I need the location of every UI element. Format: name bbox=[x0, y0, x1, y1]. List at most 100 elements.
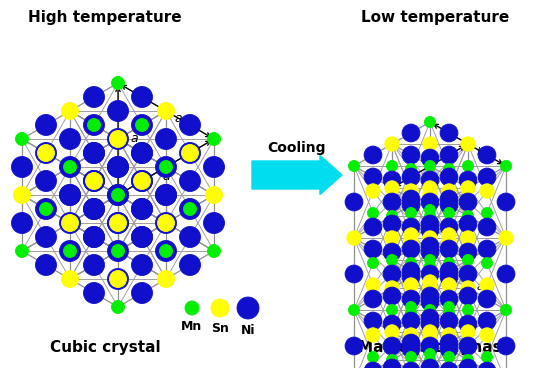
Circle shape bbox=[345, 337, 363, 355]
Circle shape bbox=[84, 283, 104, 304]
Circle shape bbox=[237, 297, 259, 319]
Circle shape bbox=[402, 168, 420, 186]
Circle shape bbox=[109, 103, 126, 120]
Text: Mn: Mn bbox=[182, 320, 202, 333]
Text: $a$: $a$ bbox=[174, 113, 183, 125]
Circle shape bbox=[131, 283, 152, 304]
Circle shape bbox=[421, 221, 439, 239]
Circle shape bbox=[364, 362, 382, 368]
Circle shape bbox=[480, 328, 494, 342]
Circle shape bbox=[442, 184, 456, 198]
Circle shape bbox=[84, 170, 104, 191]
Circle shape bbox=[383, 243, 401, 261]
Circle shape bbox=[84, 226, 104, 248]
Circle shape bbox=[425, 255, 436, 266]
Circle shape bbox=[15, 244, 29, 258]
Circle shape bbox=[478, 218, 496, 236]
Circle shape bbox=[442, 234, 456, 248]
Circle shape bbox=[346, 231, 361, 245]
Circle shape bbox=[402, 262, 420, 280]
Circle shape bbox=[443, 208, 454, 219]
Circle shape bbox=[156, 184, 177, 205]
Circle shape bbox=[440, 218, 458, 236]
Text: Cubic crystal: Cubic crystal bbox=[50, 340, 160, 355]
Circle shape bbox=[405, 208, 416, 219]
Circle shape bbox=[85, 145, 102, 162]
Circle shape bbox=[131, 226, 152, 248]
Circle shape bbox=[109, 215, 126, 231]
Circle shape bbox=[367, 351, 378, 362]
Text: High temperature: High temperature bbox=[28, 10, 182, 25]
Circle shape bbox=[107, 269, 129, 290]
Circle shape bbox=[131, 114, 152, 135]
Circle shape bbox=[443, 301, 454, 312]
Circle shape bbox=[62, 187, 79, 204]
Circle shape bbox=[157, 187, 174, 204]
Circle shape bbox=[345, 265, 363, 283]
Circle shape bbox=[157, 103, 174, 120]
Circle shape bbox=[14, 187, 30, 204]
Circle shape bbox=[423, 187, 437, 201]
Circle shape bbox=[385, 281, 399, 295]
Circle shape bbox=[440, 240, 458, 258]
Circle shape bbox=[443, 351, 454, 362]
Circle shape bbox=[15, 132, 29, 145]
Circle shape bbox=[84, 226, 104, 248]
Circle shape bbox=[179, 198, 201, 219]
Circle shape bbox=[112, 160, 124, 173]
Circle shape bbox=[109, 159, 126, 176]
Circle shape bbox=[387, 255, 398, 266]
Circle shape bbox=[385, 325, 399, 339]
Circle shape bbox=[364, 312, 382, 330]
Circle shape bbox=[442, 328, 456, 342]
Text: $a$: $a$ bbox=[130, 132, 139, 145]
Circle shape bbox=[160, 132, 173, 145]
Circle shape bbox=[156, 128, 177, 149]
Circle shape bbox=[366, 328, 380, 342]
Circle shape bbox=[404, 234, 418, 248]
Circle shape bbox=[62, 159, 79, 176]
Circle shape bbox=[367, 258, 378, 269]
Circle shape bbox=[364, 218, 382, 236]
Circle shape bbox=[423, 331, 437, 345]
Circle shape bbox=[421, 243, 439, 261]
Circle shape bbox=[402, 334, 420, 352]
Circle shape bbox=[131, 198, 152, 219]
Circle shape bbox=[459, 265, 477, 283]
Circle shape bbox=[421, 193, 439, 211]
FancyArrow shape bbox=[252, 155, 342, 195]
Circle shape bbox=[84, 114, 104, 135]
Circle shape bbox=[179, 226, 201, 248]
Circle shape bbox=[459, 287, 477, 305]
Circle shape bbox=[440, 196, 458, 214]
Circle shape bbox=[423, 137, 437, 151]
Circle shape bbox=[402, 124, 420, 142]
Circle shape bbox=[204, 212, 224, 234]
Circle shape bbox=[425, 348, 436, 360]
Circle shape bbox=[37, 145, 54, 162]
Circle shape bbox=[383, 193, 401, 211]
Circle shape bbox=[184, 174, 196, 188]
Circle shape bbox=[440, 334, 458, 352]
Circle shape bbox=[478, 312, 496, 330]
Circle shape bbox=[383, 171, 401, 189]
Circle shape bbox=[404, 328, 418, 342]
Circle shape bbox=[112, 216, 124, 230]
Circle shape bbox=[134, 173, 151, 190]
Circle shape bbox=[107, 100, 129, 121]
Circle shape bbox=[440, 168, 458, 186]
Circle shape bbox=[157, 159, 174, 176]
Text: $a$: $a$ bbox=[162, 170, 170, 184]
Circle shape bbox=[404, 278, 418, 292]
Circle shape bbox=[463, 255, 474, 266]
Circle shape bbox=[112, 77, 124, 89]
Circle shape bbox=[425, 261, 436, 272]
Circle shape bbox=[481, 351, 493, 362]
Circle shape bbox=[160, 216, 173, 230]
Circle shape bbox=[204, 156, 224, 177]
Circle shape bbox=[440, 340, 458, 358]
Circle shape bbox=[421, 309, 439, 327]
Circle shape bbox=[440, 146, 458, 164]
Circle shape bbox=[59, 184, 80, 205]
Circle shape bbox=[440, 190, 458, 208]
